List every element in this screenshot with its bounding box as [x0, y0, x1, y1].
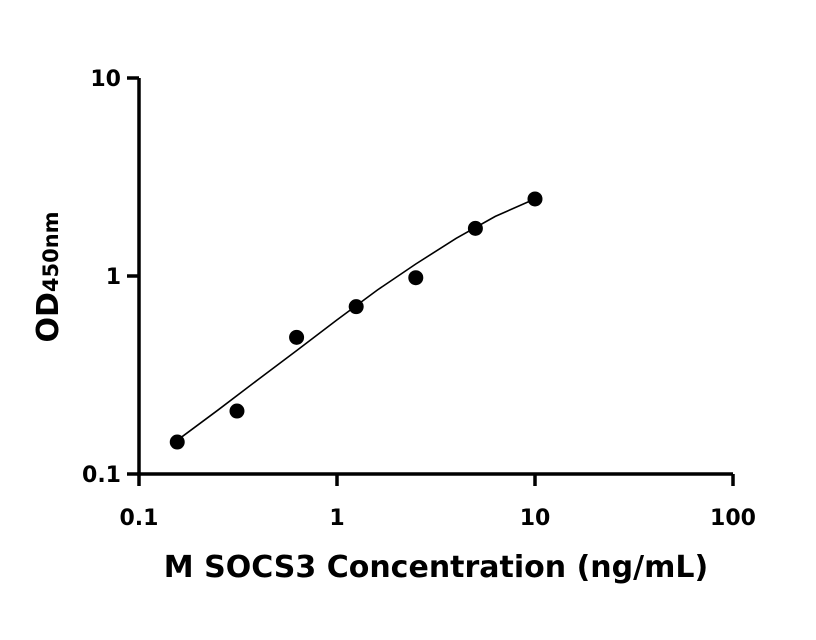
data-points — [169, 191, 543, 450]
data-point — [348, 299, 364, 315]
data-point — [527, 191, 543, 207]
x-tick-label: 1 — [329, 506, 344, 531]
data-point — [169, 434, 185, 450]
y-axis-title-subscript: 450nm — [39, 211, 63, 292]
y-tick-label: 1 — [106, 265, 121, 290]
data-point — [229, 403, 245, 419]
data-point — [289, 329, 305, 345]
x-tick-label: 0.1 — [120, 506, 159, 531]
y-axis-title: OD450nm — [31, 211, 66, 342]
axes — [137, 78, 733, 476]
x-axis-title: M SOCS3 Concentration (ng/mL) — [164, 550, 708, 585]
x-ticks: 0.1 1 10 100 — [120, 474, 756, 531]
y-tick-label: 10 — [90, 67, 121, 92]
data-point — [408, 270, 424, 286]
y-ticks: 0.1 1 10 — [82, 67, 139, 488]
y-tick-label: 0.1 — [82, 463, 121, 488]
y-axis-title-main: OD — [31, 292, 66, 342]
data-point — [467, 220, 483, 236]
x-tick-label: 100 — [710, 506, 756, 531]
fit-curve — [176, 198, 536, 441]
x-tick-label: 10 — [520, 506, 551, 531]
